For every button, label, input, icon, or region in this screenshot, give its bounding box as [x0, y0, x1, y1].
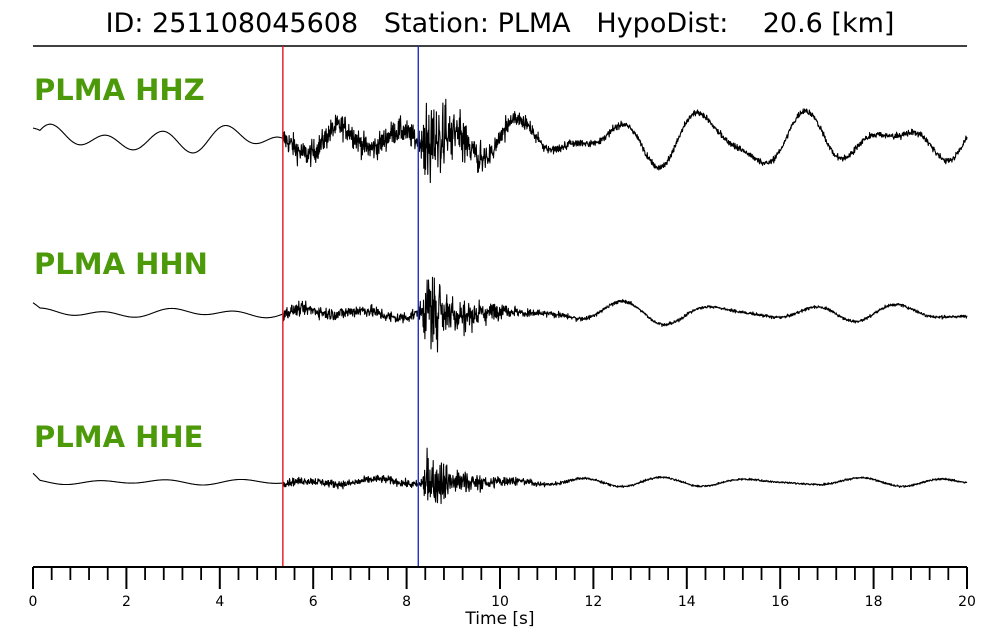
- x-tick-label: 18: [865, 594, 883, 610]
- x-tick-label: 8: [402, 594, 411, 610]
- trace-label-plma-hhz: PLMA HHZ: [34, 73, 205, 107]
- x-tick-label: 6: [309, 594, 318, 610]
- x-tick-label: 20: [958, 594, 976, 610]
- trace-plma-hhz: [32, 98, 968, 184]
- x-tick-label: 14: [678, 594, 696, 610]
- x-tick-label: 4: [215, 594, 224, 610]
- x-tick-label: 10: [491, 594, 509, 610]
- x-tick-label: 16: [771, 594, 789, 610]
- phase-picks-group: [282, 46, 419, 567]
- trace-label-plma-hhn: PLMA HHN: [34, 247, 208, 281]
- chart-title: ID: 251108045608 Station: PLMA HypoDist:…: [105, 8, 895, 39]
- x-axis-label: Time [s]: [464, 609, 534, 629]
- traces-group: PLMA HHZ PLMA HHN PLMA HHE: [32, 73, 968, 505]
- trace-plma-hhn: [32, 276, 968, 353]
- x-tick-label: 0: [29, 594, 38, 610]
- trace-label-plma-hhe: PLMA HHE: [34, 420, 203, 454]
- x-tick-label: 12: [584, 594, 602, 610]
- trace-plma-hhe: [32, 447, 968, 505]
- time-axis: 0 2 4 6 8 10 12 14 16 18 20 Time [s]: [29, 566, 976, 629]
- x-tick-label: 2: [122, 594, 131, 610]
